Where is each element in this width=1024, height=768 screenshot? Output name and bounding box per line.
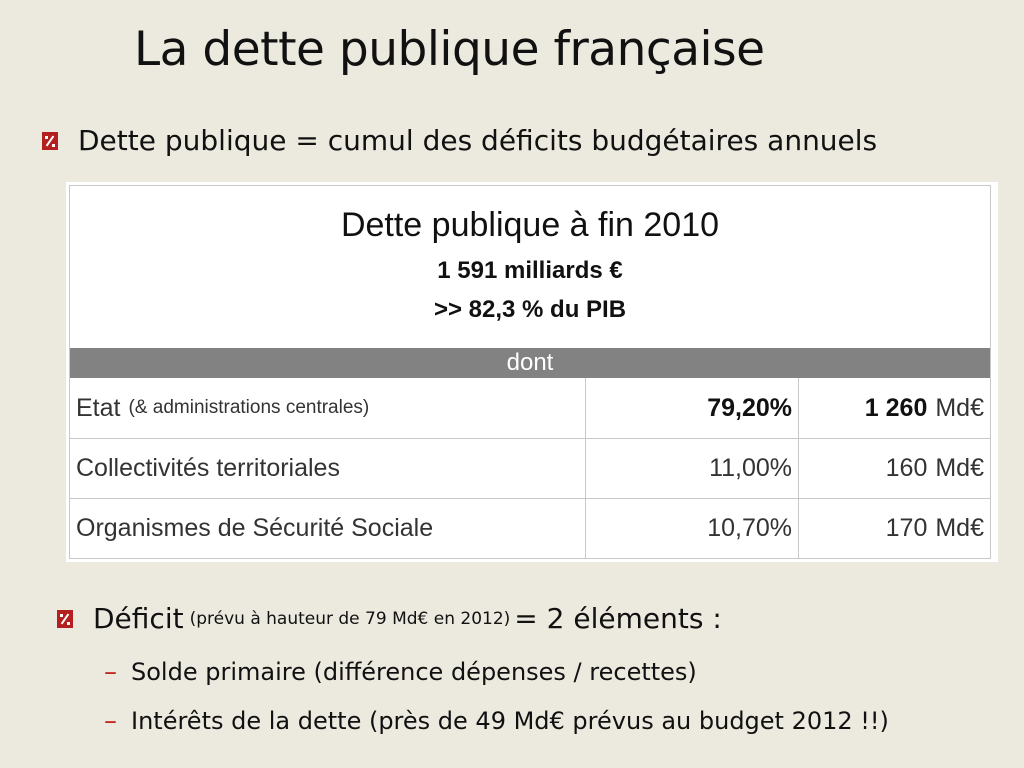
row-label: Collectivités territoriales: [76, 454, 340, 482]
table-amount: 1 591 milliards €: [437, 257, 623, 284]
bullet-text: Dette publique = cumul des déficits budg…: [78, 124, 878, 157]
dash-marker: –: [104, 657, 117, 687]
row-percent: 79,20%: [586, 378, 799, 438]
row-unit: Md€: [935, 514, 984, 542]
bullet-deficit-rest: = 2 éléments :: [514, 602, 722, 635]
table-row: Organismes de Sécurité Sociale 10,70% 17…: [70, 498, 990, 558]
row-percent: 10,70%: [586, 499, 799, 558]
bullet-deficit-paren: (prévu à hauteur de 79 Md€ en 2012): [189, 608, 511, 629]
bullet-dette-publique: Dette publique = cumul des déficits budg…: [42, 124, 877, 157]
row-value: 1 260: [864, 393, 928, 422]
debt-table: Dette publique à fin 2010 1 591 milliard…: [69, 185, 991, 559]
sub-bullet-text: Solde primaire (différence dépenses / re…: [131, 658, 697, 686]
table-header: Dette publique à fin 2010 1 591 milliard…: [70, 186, 990, 348]
row-value-cell: 160 Md€: [799, 439, 990, 498]
sub-bullet-text: Intérêts de la dette (près de 49 Md€ pré…: [131, 707, 889, 735]
sub-bullet-solde-primaire: – Solde primaire (différence dépenses / …: [104, 657, 697, 687]
row-label-cell: Etat (& administrations centrales): [70, 378, 586, 438]
slide-title: La dette publique française: [134, 22, 765, 77]
bullet-deficit-main: Déficit: [93, 602, 184, 635]
row-label-cell: Organismes de Sécurité Sociale: [70, 499, 586, 558]
dash-marker: –: [104, 706, 117, 736]
row-percent: 11,00%: [586, 439, 799, 498]
row-label: Etat: [76, 393, 121, 422]
table-pib: >> 82,3 % du PIB: [433, 296, 627, 323]
row-value-cell: 170 Md€: [799, 499, 990, 558]
row-label-small: (& administrations centrales): [128, 397, 370, 418]
table-title: Dette publique à fin 2010: [340, 206, 720, 244]
table-subheader: dont: [70, 348, 990, 378]
row-value: 160: [885, 454, 928, 482]
table-rows: Etat (& administrations centrales) 79,20…: [70, 378, 990, 558]
debt-table-image: Dette publique à fin 2010 1 591 milliard…: [66, 182, 998, 562]
percent-bullet-icon: [57, 609, 73, 628]
row-unit: Md€: [935, 393, 984, 422]
row-label-cell: Collectivités territoriales: [70, 439, 586, 498]
row-value: 170: [885, 514, 928, 542]
bullet-deficit: Déficit (prévu à hauteur de 79 Md€ en 20…: [57, 602, 722, 635]
row-label: Organismes de Sécurité Sociale: [76, 514, 434, 542]
percent-bullet-icon: [42, 131, 58, 150]
row-unit: Md€: [935, 454, 984, 482]
sub-bullet-interets: – Intérêts de la dette (près de 49 Md€ p…: [104, 706, 889, 736]
table-row: Etat (& administrations centrales) 79,20…: [70, 378, 990, 438]
row-value-cell: 1 260 Md€: [799, 378, 990, 438]
table-row: Collectivités territoriales 11,00% 160 M…: [70, 438, 990, 498]
